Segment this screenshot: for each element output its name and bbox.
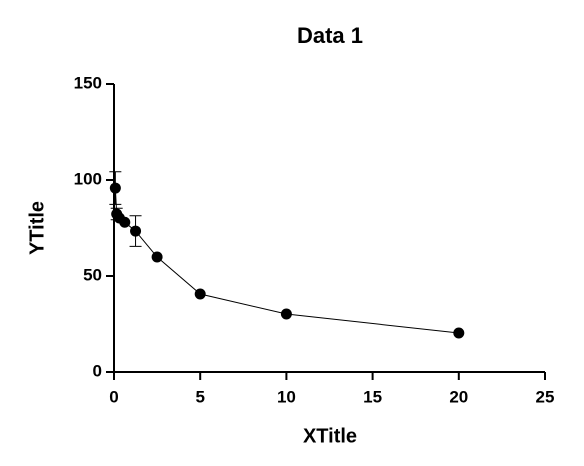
y-tick-label: 0 bbox=[93, 361, 102, 380]
x-tick-label: 25 bbox=[536, 387, 555, 406]
x-axis-label: XTitle bbox=[303, 425, 357, 447]
x-tick-label: 15 bbox=[363, 387, 382, 406]
data-point bbox=[119, 216, 131, 228]
data-point bbox=[130, 225, 142, 237]
data-point bbox=[109, 182, 121, 194]
y-tick-label: 150 bbox=[74, 73, 102, 92]
y-tick-label: 100 bbox=[74, 169, 102, 188]
y-tick-label: 50 bbox=[83, 265, 102, 284]
chart-title: Data 1 bbox=[297, 23, 363, 48]
x-tick-label: 0 bbox=[109, 387, 118, 406]
data-point bbox=[194, 288, 206, 300]
x-tick-label: 5 bbox=[195, 387, 204, 406]
data-point bbox=[151, 251, 163, 263]
data-point bbox=[280, 308, 292, 320]
y-axis-label: YTitle bbox=[26, 201, 48, 255]
x-tick-label: 10 bbox=[277, 387, 296, 406]
data-point bbox=[453, 327, 465, 339]
x-tick-label: 20 bbox=[449, 387, 468, 406]
